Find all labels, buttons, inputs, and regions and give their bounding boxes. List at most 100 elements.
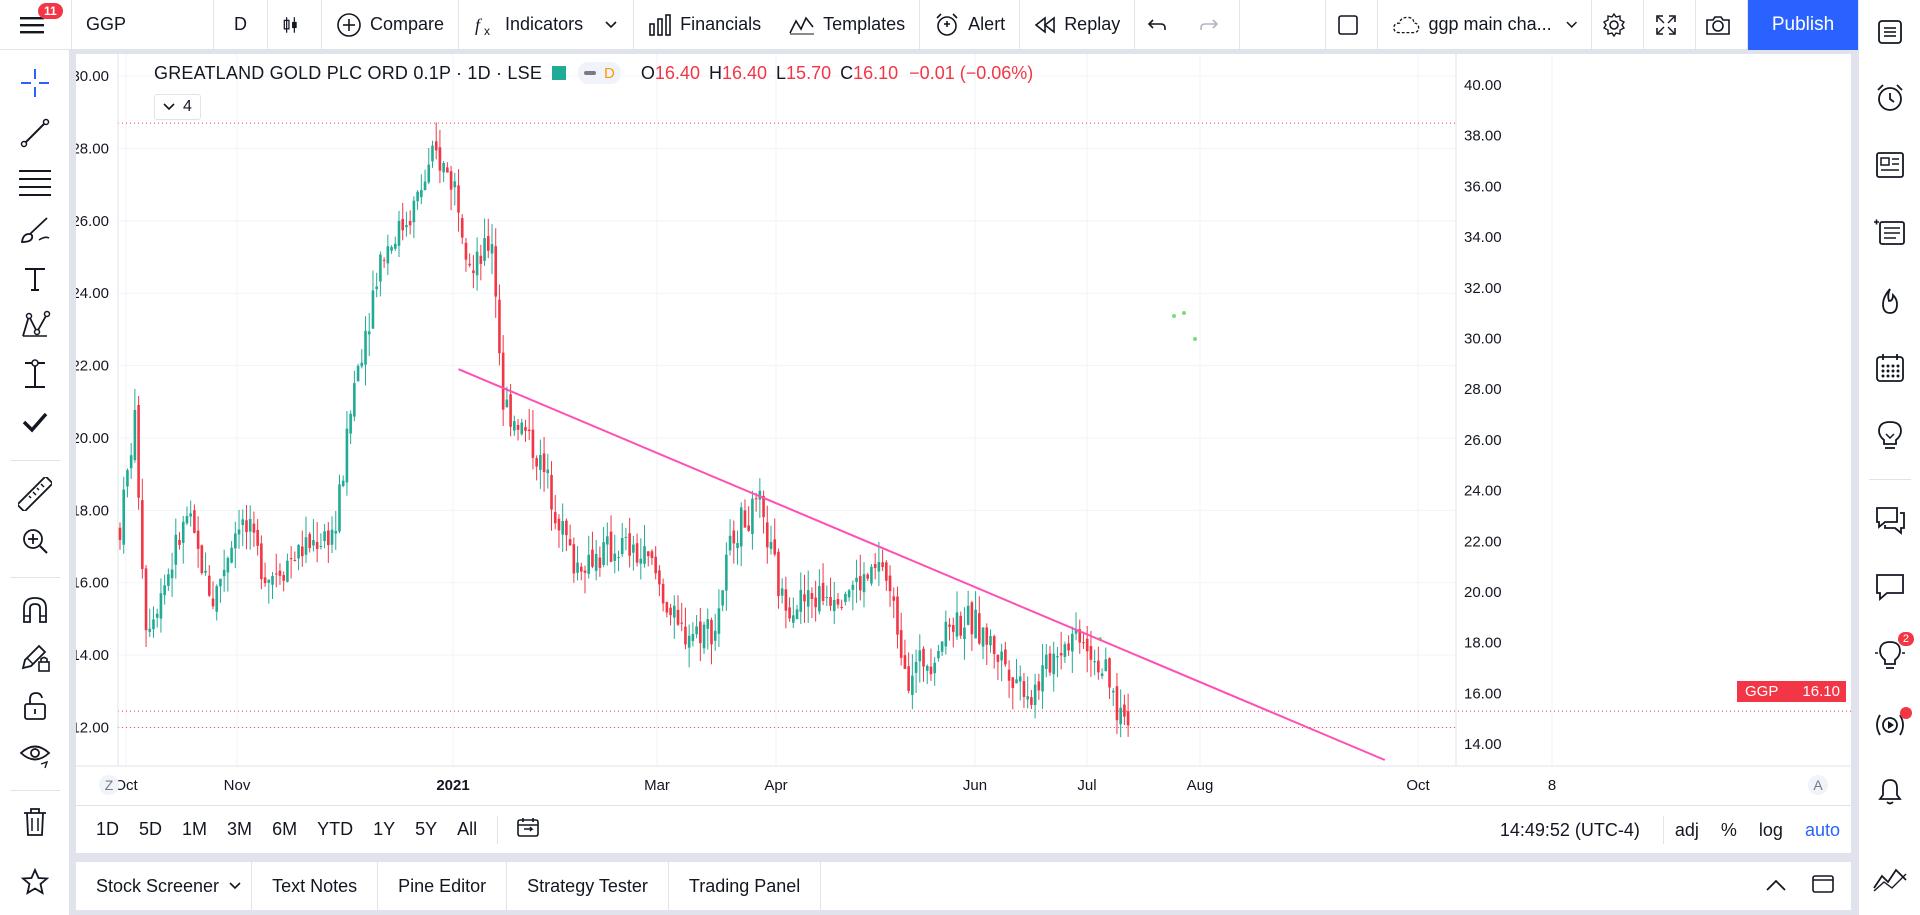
ideas-button[interactable] xyxy=(1870,416,1910,456)
range-button-1d[interactable]: 1D xyxy=(96,819,120,839)
collapse-panel-button[interactable] xyxy=(1749,876,1803,897)
replay-button[interactable]: Replay xyxy=(1020,0,1136,50)
candle-body xyxy=(769,541,773,549)
text-tool[interactable] xyxy=(15,259,55,299)
candle-body xyxy=(390,246,393,251)
collapse-indicators-button[interactable]: 4 xyxy=(154,94,201,120)
candle-body xyxy=(713,630,717,641)
range-button-3m[interactable]: 3M xyxy=(227,819,253,839)
templates-button[interactable]: Templates xyxy=(775,0,921,50)
low-key: L xyxy=(776,62,787,83)
timezone-clock[interactable]: 14:49:52 (UTC-4) xyxy=(1499,819,1640,840)
notifications-button[interactable] xyxy=(1870,771,1910,811)
candle-body xyxy=(676,609,680,625)
settings-button[interactable] xyxy=(1592,0,1644,50)
redo-button[interactable] xyxy=(1187,0,1241,50)
favorites-tool[interactable] xyxy=(15,402,55,442)
candle-body xyxy=(133,409,137,461)
range-button-6m[interactable]: 6M xyxy=(272,819,298,839)
candle-body xyxy=(486,236,490,251)
calendar-button[interactable] xyxy=(1870,348,1910,388)
tab-stock-screener[interactable]: Stock Screener xyxy=(76,862,253,910)
maximize-panel-button[interactable] xyxy=(1803,874,1851,899)
goto-date-button[interactable] xyxy=(508,816,548,843)
interval-button[interactable]: D xyxy=(214,0,268,50)
watchlist-button[interactable] xyxy=(1870,12,1910,52)
zoom-tool[interactable] xyxy=(15,521,55,561)
indicators-dropdown[interactable] xyxy=(597,0,635,50)
candle-body xyxy=(278,570,282,576)
tab-text-notes[interactable]: Text Notes xyxy=(252,862,379,910)
ticks-button[interactable] xyxy=(1870,858,1910,898)
left-axis-tick: 28.00 xyxy=(76,140,109,157)
candle-body xyxy=(207,575,211,596)
candle-body xyxy=(836,598,840,605)
candle-body xyxy=(635,543,639,563)
log-toggle[interactable]: log xyxy=(1758,819,1783,840)
adj-toggle[interactable]: adj xyxy=(1674,819,1699,840)
candle-body xyxy=(951,625,955,632)
trendline-tool[interactable] xyxy=(15,113,55,153)
tab-strategy-tester[interactable]: Strategy Tester xyxy=(507,862,669,910)
range-button-1m[interactable]: 1M xyxy=(182,819,208,839)
data-mode-pill[interactable]: D xyxy=(578,62,621,84)
alert-button[interactable]: Alert xyxy=(920,0,1021,50)
hotlist-fire-button[interactable] xyxy=(1870,281,1910,321)
undo-button[interactable] xyxy=(1135,0,1187,50)
tab-pine-editor[interactable]: Pine Editor xyxy=(378,862,508,910)
percent-toggle[interactable]: % xyxy=(1720,819,1737,840)
range-button-5d[interactable]: 5D xyxy=(139,819,163,839)
data-mode-label: D xyxy=(604,64,615,82)
candle-body xyxy=(222,569,226,577)
hotlists-button[interactable] xyxy=(1870,212,1910,252)
ideas-stream-button[interactable]: 2 xyxy=(1870,632,1914,676)
tab-trading-panel[interactable]: Trading Panel xyxy=(669,862,822,910)
remove-drawings-tool[interactable] xyxy=(15,802,55,842)
pattern-tool[interactable] xyxy=(15,306,55,346)
brush-tool[interactable] xyxy=(15,210,55,250)
messages-button[interactable] xyxy=(1870,567,1910,607)
stay-in-drawing-tool[interactable] xyxy=(15,638,55,678)
candle-body xyxy=(680,622,684,624)
candle-body xyxy=(799,590,803,612)
candle-body xyxy=(1037,681,1041,691)
range-button-all[interactable]: All xyxy=(457,819,478,839)
symbol-search-button[interactable]: GGP xyxy=(72,0,214,50)
candle-body xyxy=(494,246,498,297)
main-menu-button[interactable]: 11 xyxy=(0,0,72,50)
price-chart[interactable]: 30.00 28.00 26.00 24.00 22.00 20.00 18.00 16.00… xyxy=(76,54,1851,805)
measure-tool[interactable] xyxy=(15,355,55,395)
fullscreen-button[interactable] xyxy=(1644,0,1696,50)
range-button-5y[interactable]: 5Y xyxy=(415,819,438,839)
ruler-tool[interactable] xyxy=(15,474,55,514)
lock-drawings-tool[interactable] xyxy=(15,686,55,726)
alerts-button[interactable] xyxy=(1870,78,1910,118)
financials-button[interactable]: Financials xyxy=(634,0,775,50)
chart-type-button[interactable] xyxy=(268,0,322,50)
data-window-button[interactable] xyxy=(1870,145,1910,185)
trendline-drawing[interactable] xyxy=(458,368,1386,761)
range-button-1y[interactable]: 1Y xyxy=(373,819,396,839)
streams-button[interactable] xyxy=(1870,705,1912,745)
publish-button[interactable]: Publish xyxy=(1748,0,1858,50)
range-button-ytd[interactable]: YTD xyxy=(317,819,354,839)
watchlist-favorites-tool[interactable] xyxy=(15,862,55,902)
candle-body xyxy=(948,624,951,627)
fib-tool[interactable] xyxy=(15,162,55,202)
crosshair-tool[interactable] xyxy=(15,63,55,103)
magnet-tool[interactable] xyxy=(15,590,55,630)
snapshot-button[interactable] xyxy=(1696,0,1748,50)
chats-button[interactable] xyxy=(1870,500,1910,540)
layout-select-button[interactable] xyxy=(1326,0,1378,50)
layout-name-button[interactable]: ggp main cha... xyxy=(1378,0,1592,50)
candle-body xyxy=(286,560,289,582)
candle-body xyxy=(553,512,557,524)
candle-body xyxy=(978,613,981,644)
divider xyxy=(10,577,60,578)
auto-scale-toggle[interactable]: auto xyxy=(1804,819,1840,840)
chart-pane[interactable]: 30.00 28.00 26.00 24.00 22.00 20.00 18.00 16.00… xyxy=(76,54,1851,853)
hide-drawings-tool[interactable] xyxy=(15,734,55,774)
candle-body xyxy=(579,566,583,572)
compare-button[interactable]: Compare xyxy=(322,0,460,50)
